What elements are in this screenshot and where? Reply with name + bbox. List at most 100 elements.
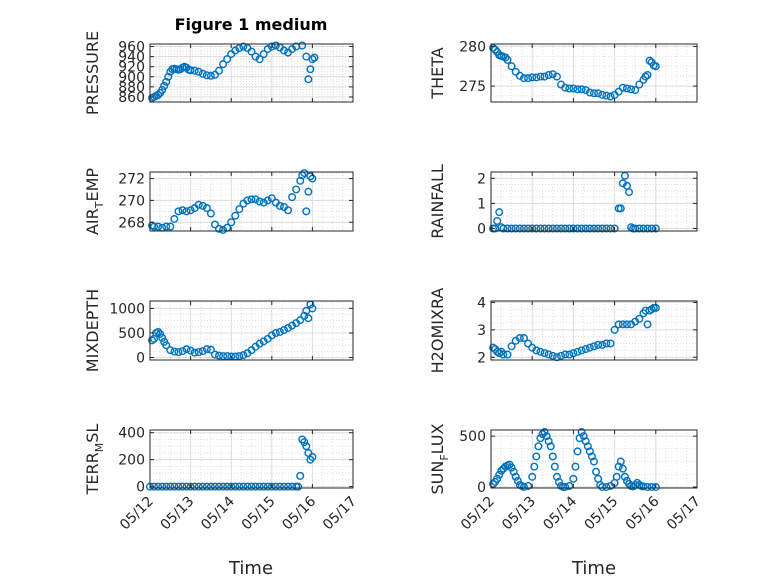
data-point	[581, 86, 590, 95]
data-point	[154, 327, 163, 336]
data-point	[298, 41, 307, 50]
data-point	[493, 216, 502, 225]
data-point	[552, 72, 561, 81]
data-point	[592, 467, 601, 476]
data-point	[148, 336, 157, 345]
data-point	[565, 224, 574, 233]
data-point	[635, 224, 644, 233]
data-point	[156, 329, 165, 338]
data-point	[186, 482, 195, 491]
data-point	[511, 67, 520, 76]
data-point	[581, 437, 590, 446]
y-tick-label: 500	[459, 429, 486, 445]
y-tick-label: 500	[118, 326, 145, 342]
y-tick-label: 920	[118, 60, 145, 76]
data-point	[210, 220, 219, 229]
data-point	[594, 89, 603, 98]
data-point	[190, 66, 199, 75]
data-point	[194, 67, 203, 76]
data-point	[267, 482, 276, 491]
data-point	[620, 472, 629, 481]
data-point	[263, 482, 272, 491]
data-point	[300, 169, 309, 178]
data-point	[614, 320, 623, 329]
data-point	[497, 466, 506, 475]
data-point	[259, 198, 268, 207]
data-point	[198, 69, 207, 78]
axes-box	[490, 429, 698, 489]
data-point	[590, 457, 599, 466]
data-point	[206, 209, 215, 218]
data-point	[519, 334, 528, 343]
data-point	[548, 351, 557, 360]
data-point	[292, 185, 301, 194]
data-point	[267, 42, 276, 51]
data-point	[540, 72, 549, 81]
data-series	[148, 169, 317, 234]
data-point	[178, 482, 187, 491]
x-tick-label: 05/16	[623, 493, 663, 533]
data-point	[302, 207, 311, 216]
data-point	[647, 482, 656, 491]
data-point	[542, 432, 551, 441]
data-point	[598, 482, 607, 491]
data-point	[215, 351, 224, 360]
data-point	[544, 70, 553, 79]
data-series	[489, 428, 660, 491]
data-point	[194, 200, 203, 209]
data-point	[158, 482, 167, 491]
data-point	[206, 71, 215, 80]
data-point	[239, 482, 248, 491]
data-point	[590, 224, 599, 233]
data-point	[263, 196, 272, 205]
data-point	[499, 224, 508, 233]
data-point	[651, 482, 660, 491]
y-tick-label: 0	[477, 480, 486, 496]
data-point	[259, 337, 268, 346]
data-point	[227, 218, 236, 227]
data-point	[594, 340, 603, 349]
data-point	[585, 88, 594, 97]
data-point	[182, 345, 191, 354]
data-point	[569, 474, 578, 483]
data-point	[294, 482, 303, 491]
y-axis-label: RAINFALL	[428, 164, 447, 239]
data-point	[540, 428, 549, 437]
data-point	[645, 56, 654, 65]
data-point	[651, 62, 660, 71]
data-point	[215, 224, 224, 233]
data-point	[219, 482, 228, 491]
data-point	[573, 347, 582, 356]
axes-box	[149, 300, 354, 361]
y-tick-label: 860	[118, 90, 145, 106]
data-point	[590, 342, 599, 351]
data-point	[267, 194, 276, 203]
x-tick-label: 05/17	[320, 494, 360, 534]
data-point	[259, 50, 268, 59]
x-axis-label-right: Time	[571, 558, 616, 579]
data-point	[182, 63, 191, 72]
data-point	[255, 339, 264, 348]
y-axis-label: PRESSURE	[83, 31, 102, 115]
data-point	[154, 90, 163, 99]
data-point	[511, 224, 520, 233]
data-point	[279, 482, 288, 491]
data-point	[267, 331, 276, 340]
x-tick-label: 05/14	[198, 493, 238, 533]
data-series	[145, 435, 317, 491]
data-point	[524, 339, 533, 348]
data-point	[223, 352, 232, 361]
data-point	[231, 46, 240, 55]
data-point	[577, 346, 586, 355]
data-point	[544, 350, 553, 359]
data-point	[534, 442, 543, 451]
data-point	[186, 206, 195, 215]
data-point	[602, 482, 611, 491]
subplot-4: 0 1 2 RAINFALL	[428, 164, 698, 239]
data-point	[530, 462, 539, 471]
data-point	[162, 222, 171, 231]
data-point	[548, 224, 557, 233]
y-tick-label: 272	[118, 172, 145, 188]
data-point	[519, 482, 528, 491]
